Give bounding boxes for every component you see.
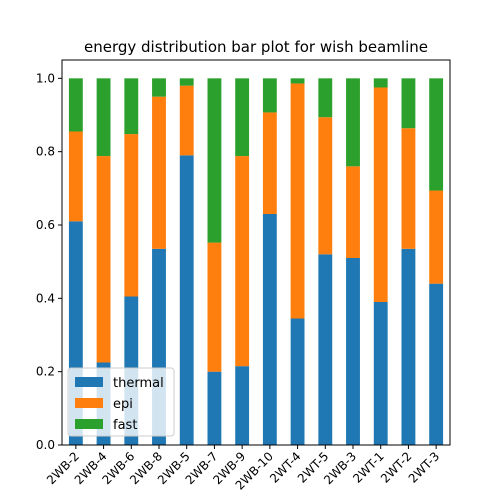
bar-thermal-2WT-1 <box>373 302 388 445</box>
y-tick-label: 0.4 <box>36 291 55 305</box>
bar-thermal-2WB-5 <box>179 155 194 445</box>
bar-epi-2WB-9 <box>235 156 250 367</box>
bar-fast-2WT-2 <box>401 78 416 129</box>
bar-thermal-2WT-3 <box>429 283 444 445</box>
bar-epi-2WT-2 <box>401 128 416 249</box>
x-tick-label: 2WT-3 <box>406 449 443 486</box>
bar-epi-2WT-1 <box>373 87 388 302</box>
bar-fast-2WB-8 <box>152 78 166 97</box>
bar-epi-2WB-10 <box>262 112 277 214</box>
bar-fast-2WT-5 <box>318 78 333 118</box>
bar-thermal-2WB-3 <box>346 258 360 445</box>
bar-fast-2WB-9 <box>235 78 250 157</box>
legend-label-epi: epi <box>113 397 133 412</box>
bar-epi-2WB-5 <box>179 85 194 156</box>
legend-swatch-thermal <box>75 377 103 387</box>
y-tick-label: 0.6 <box>36 218 55 232</box>
legend-label-fast: fast <box>113 418 137 433</box>
plot-frame <box>61 59 451 446</box>
bar-epi-2WB-8 <box>152 96 166 249</box>
bar-fast-2WB-7 <box>207 78 222 243</box>
bar-fast-2WB-6 <box>124 78 139 135</box>
bar-epi-2WB-6 <box>124 134 139 297</box>
bar-epi-2WT-3 <box>429 190 444 284</box>
legend-swatch-epi <box>75 398 103 408</box>
y-tick-label: 1.0 <box>36 71 55 85</box>
bar-epi-2WT-5 <box>318 117 333 255</box>
bar-epi-2WT-4 <box>290 83 305 319</box>
bar-thermal-2WT-5 <box>318 254 333 445</box>
bar-fast-2WT-3 <box>429 78 444 191</box>
bar-thermal-2WB-10 <box>262 214 277 445</box>
bar-thermal-2WT-4 <box>290 318 305 445</box>
bar-thermal-2WT-2 <box>401 248 416 445</box>
bar-fast-2WT-4 <box>290 78 305 84</box>
legend: thermal epi fast <box>67 367 175 437</box>
bar-epi-2WB-4 <box>96 156 111 363</box>
y-tick-label: 0.8 <box>36 145 55 159</box>
bar-fast-2WB-3 <box>346 78 360 167</box>
bar-fast-2WB-2 <box>68 78 83 132</box>
y-tick-label: 0.2 <box>36 365 55 379</box>
bar-fast-2WB-4 <box>96 78 111 157</box>
legend-label-thermal: thermal <box>113 376 164 391</box>
bar-fast-2WT-1 <box>373 78 388 88</box>
bar-thermal-2WB-9 <box>235 366 250 445</box>
bar-thermal-2WB-7 <box>207 371 222 445</box>
bar-epi-2WB-3 <box>346 166 360 258</box>
bar-epi-2WB-2 <box>68 131 83 222</box>
bar-fast-2WB-10 <box>262 78 277 113</box>
chart-title: energy distribution bar plot for wish be… <box>84 38 428 56</box>
legend-swatch-fast <box>75 419 103 429</box>
bar-fast-2WB-5 <box>179 78 194 86</box>
y-tick-label: 0.0 <box>36 438 55 452</box>
bar-epi-2WB-7 <box>207 242 222 372</box>
